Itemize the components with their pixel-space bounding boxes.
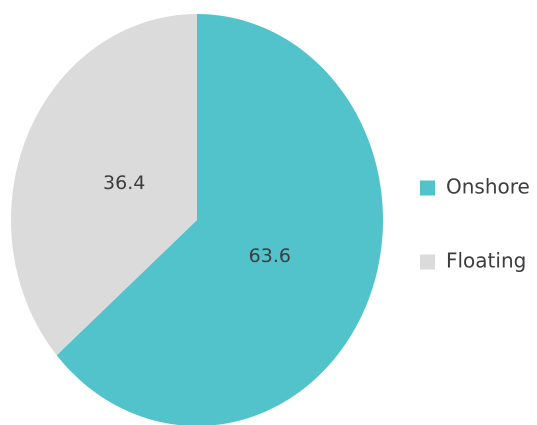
legend-swatch-onshore [420, 180, 435, 196]
legend-label-floating: Floating [446, 249, 526, 273]
pie-slice-onshore [56, 14, 383, 425]
data-label-floating: 36.4 [103, 172, 145, 194]
data-label-onshore: 63.6 [249, 245, 291, 267]
slice-labels: 63.6 36.4 [103, 172, 291, 267]
legend-swatch-floating [420, 254, 435, 270]
pie-slices [10, 14, 383, 425]
pie-slice-floating [10, 14, 198, 356]
legend-label-onshore: Onshore [446, 175, 530, 199]
legend: Onshore Floating [420, 175, 530, 273]
